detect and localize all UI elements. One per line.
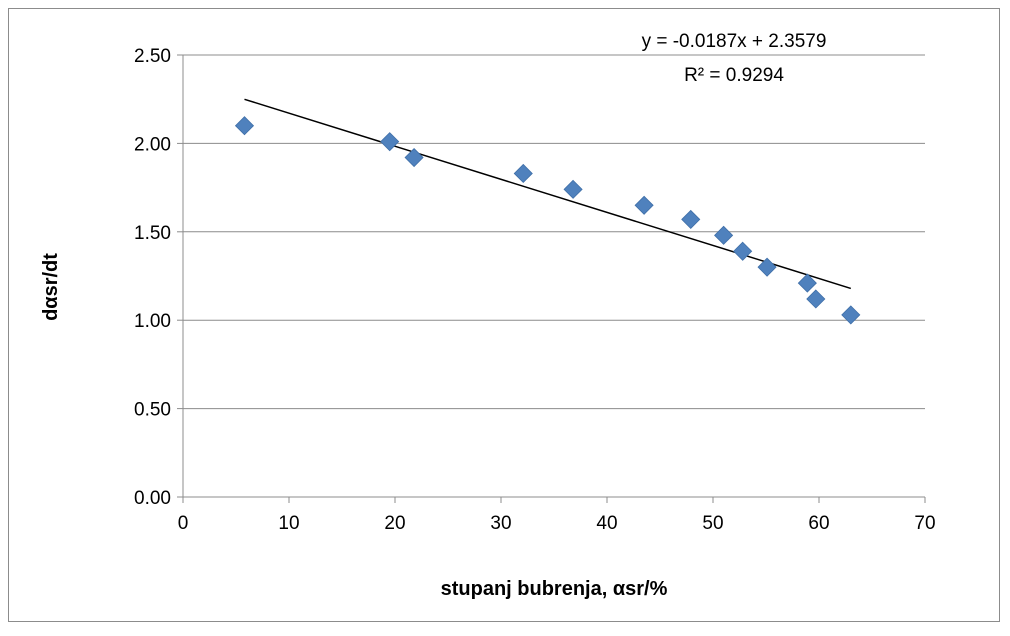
data-point xyxy=(563,179,583,199)
data-point xyxy=(404,147,424,168)
data-point xyxy=(841,305,861,325)
y-axis-title: dαsr/dt xyxy=(40,253,62,321)
x-axis-title: stupanj bubrenja, αsr/% xyxy=(441,578,668,600)
data-point xyxy=(634,195,654,215)
gridlines xyxy=(183,54,925,410)
trendline xyxy=(244,98,852,290)
data-points xyxy=(234,116,861,325)
data-point xyxy=(806,289,826,309)
x-tick-label: 60 xyxy=(808,513,829,534)
y-tick-label: 1.50 xyxy=(134,223,171,244)
y-tick-label: 0.50 xyxy=(134,400,171,421)
data-point xyxy=(714,225,734,245)
trendline-equation: y = -0.0187x + 2.3579 xyxy=(642,31,827,52)
x-tick-label: 0 xyxy=(178,513,189,534)
data-point xyxy=(681,209,701,229)
trendline-r2: R² = 0.9294 xyxy=(684,65,784,86)
x-tick-label: 40 xyxy=(596,513,617,534)
scatter-chart: 0.000.501.001.502.002.500 10 20 30 40 50 60 70 … xyxy=(40,31,936,600)
data-point xyxy=(234,116,255,136)
axes: 0.00 0.50 1.00 1.50 2.00 2.50 0 10 20 30 40 50 60 70 xyxy=(134,46,936,534)
y-tick-label: 0.00 xyxy=(134,488,171,509)
chart-frame: 0.00 0.50 1.00 1.50 2.00 2.50 0 10 20 30 40 50 60 70 … xyxy=(8,8,1000,622)
y-tick-label: 2.50 xyxy=(134,46,171,67)
data-point xyxy=(513,163,533,184)
x-tick-label: 30 xyxy=(490,513,511,534)
y-tick-label: 1.00 xyxy=(134,311,171,332)
y-tick-label: 2.00 xyxy=(134,134,171,155)
x-tick-label: 50 xyxy=(702,513,723,534)
x-tick-label: 10 xyxy=(278,513,299,534)
data-point xyxy=(797,273,817,293)
data-point xyxy=(733,241,753,261)
x-tick-label: 20 xyxy=(384,513,405,534)
data-point xyxy=(380,132,400,152)
labels: y = -0.0187x + 2.3579 R² = 0.9294 stupan… xyxy=(40,31,826,600)
trendline-group xyxy=(244,98,852,290)
data-point xyxy=(757,257,777,277)
x-tick-label: 70 xyxy=(914,513,935,534)
